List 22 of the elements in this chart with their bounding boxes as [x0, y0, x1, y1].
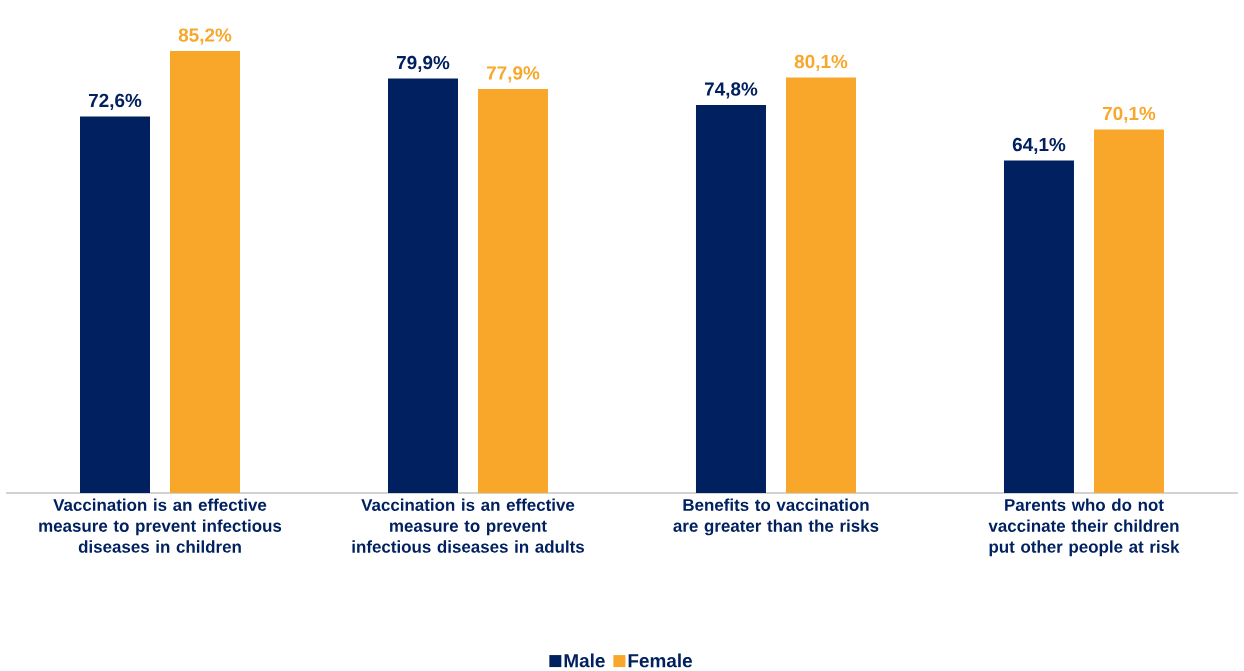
bar: [1003, 160, 1074, 493]
data-label: 72,6%: [88, 93, 142, 110]
data-label: 74,8%: [704, 82, 758, 99]
x-tick-label: Benefits to vaccination are greater than the risks: [673, 498, 879, 536]
bar: [477, 88, 548, 493]
x-tick-label: Vaccination is an effective measure to prevent infectious diseases in adults: [352, 498, 584, 553]
bar: [1093, 129, 1164, 493]
bar: [80, 116, 150, 493]
bar: [387, 78, 458, 493]
data-label: 85,2%: [178, 28, 232, 45]
bar: [695, 105, 766, 493]
data-label: 77,9%: [486, 66, 540, 83]
x-tick-label: Parents who do not vaccinate their children put other people at risk: [988, 498, 1180, 557]
bar: [785, 77, 856, 493]
legend-label: Female: [628, 653, 692, 668]
x-tick-label: Vaccination is an effective measure to prevent infectious diseases in children: [39, 498, 282, 553]
data-label: 64,1%: [1012, 137, 1066, 154]
data-label: 79,9%: [396, 55, 450, 73]
legend-label: Male: [564, 653, 605, 668]
data-label: 70,1%: [1102, 106, 1156, 123]
bar: [170, 51, 240, 493]
data-label: 80,1%: [794, 54, 848, 71]
